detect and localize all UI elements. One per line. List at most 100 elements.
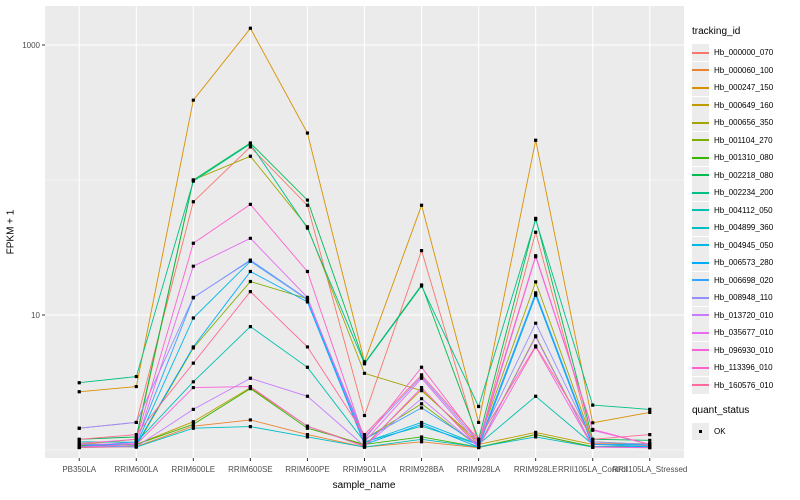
legend-entry-label: Hb_001104_270 bbox=[714, 135, 773, 145]
legend-key bbox=[692, 306, 709, 324]
data-point bbox=[248, 202, 252, 206]
legend-entry-label: Hb_004945_050 bbox=[714, 240, 774, 250]
data-point bbox=[419, 373, 424, 377]
legend-line-swatch bbox=[692, 174, 709, 177]
data-point bbox=[362, 433, 367, 437]
legend-line-swatch bbox=[692, 384, 709, 387]
legend-line-swatch bbox=[692, 86, 709, 89]
data-point bbox=[134, 384, 138, 389]
legend-key bbox=[692, 131, 709, 149]
legend-line-swatch bbox=[692, 226, 709, 229]
data-point bbox=[77, 437, 81, 441]
legend-entry-label: Hb_001310_080 bbox=[714, 153, 774, 163]
legend-line-swatch bbox=[692, 296, 709, 299]
data-point bbox=[362, 413, 367, 418]
legend-entry-Hb_008948_110: Hb_008948_110 bbox=[692, 289, 800, 307]
data-point bbox=[419, 397, 424, 401]
data-point bbox=[134, 433, 138, 437]
data-point bbox=[591, 437, 595, 441]
x-tick-label-RRIM928BA: RRIM928BA bbox=[399, 465, 444, 474]
data-point bbox=[419, 437, 424, 441]
legend-key bbox=[692, 184, 709, 202]
data-point bbox=[591, 403, 595, 407]
data-point bbox=[419, 376, 424, 380]
y-tick-label: 1000 bbox=[22, 40, 40, 50]
data-point bbox=[591, 427, 595, 432]
legend-line-swatch bbox=[692, 244, 709, 247]
data-point bbox=[305, 365, 310, 369]
legend-entry-label: Hb_004112_050 bbox=[714, 205, 773, 215]
data-point bbox=[191, 385, 195, 390]
legend-key bbox=[692, 219, 709, 237]
data-point bbox=[419, 385, 424, 390]
data-point bbox=[477, 404, 481, 409]
x-tick-label-PB350LA: PB350LA bbox=[62, 465, 97, 474]
legend-entry-label: Hb_113396_010 bbox=[714, 363, 773, 373]
data-point bbox=[305, 198, 310, 202]
legend-title-tracking-id: tracking_id bbox=[692, 26, 741, 37]
data-point bbox=[191, 179, 195, 183]
legend-entry-Hb_001104_270: Hb_001104_270 bbox=[692, 131, 800, 150]
data-point bbox=[134, 437, 138, 441]
data-point bbox=[191, 200, 195, 204]
legend-key bbox=[692, 44, 709, 62]
data-point bbox=[419, 248, 424, 253]
legend-key bbox=[692, 114, 709, 132]
legend-entry-label: Hb_000649_160 bbox=[714, 100, 774, 110]
legend-key bbox=[692, 79, 709, 97]
legend-entry-label: Hb_002234_200 bbox=[714, 188, 774, 198]
data-point bbox=[191, 361, 195, 365]
legend-entry-Hb_013720_010: Hb_013720_010 bbox=[692, 306, 800, 325]
data-point bbox=[191, 426, 195, 430]
legend-key bbox=[692, 324, 709, 342]
data-point bbox=[477, 445, 481, 449]
legend-key bbox=[692, 166, 709, 184]
data-point bbox=[534, 280, 538, 284]
data-point bbox=[591, 442, 595, 447]
data-point bbox=[362, 440, 367, 444]
x-tick-label-RRII105LA_Control: RRII105LA_Control bbox=[558, 465, 628, 474]
data-point bbox=[648, 410, 652, 414]
data-point bbox=[419, 365, 424, 369]
legend-line-swatch bbox=[692, 156, 709, 159]
legend-entry-Hb_004899_360: Hb_004899_360 bbox=[692, 219, 800, 237]
data-point bbox=[477, 440, 481, 444]
legend-entry-Hb_002218_080: Hb_002218_080 bbox=[692, 166, 800, 185]
legend-entry-label: OK bbox=[714, 427, 726, 437]
data-point bbox=[191, 380, 195, 384]
legend-entry-label: Hb_096930_010 bbox=[714, 345, 774, 355]
legend-line-swatch bbox=[692, 331, 709, 334]
data-point bbox=[305, 131, 310, 135]
data-point bbox=[248, 236, 252, 240]
data-point bbox=[191, 420, 195, 424]
legend-entry-label: Hb_160576_010 bbox=[714, 380, 774, 390]
legend-entry-Hb_035677_010: Hb_035677_010 bbox=[692, 324, 800, 342]
data-point bbox=[534, 344, 538, 348]
legend-key bbox=[692, 289, 709, 307]
data-point bbox=[534, 254, 538, 258]
data-point bbox=[534, 138, 538, 142]
legend-line-swatch bbox=[692, 121, 709, 124]
data-point bbox=[362, 362, 367, 366]
legend-entry-label: Hb_000060_100 bbox=[714, 65, 774, 75]
legend-key bbox=[692, 376, 709, 394]
data-point bbox=[305, 203, 310, 207]
data-point bbox=[591, 445, 595, 449]
data-point bbox=[648, 446, 652, 450]
legend-entry-Hb_004112_050: Hb_004112_050 bbox=[692, 201, 800, 220]
data-point bbox=[534, 230, 538, 234]
legend-line-swatch bbox=[692, 279, 709, 282]
data-point bbox=[77, 390, 81, 394]
data-point bbox=[419, 406, 424, 410]
data-point bbox=[134, 442, 138, 447]
data-point bbox=[77, 381, 81, 385]
legend-line-swatch bbox=[692, 139, 709, 142]
data-point bbox=[191, 98, 195, 102]
x-tick-label-RRIM600SE: RRIM600SE bbox=[228, 465, 273, 474]
data-point bbox=[362, 444, 367, 449]
legend-key bbox=[692, 254, 709, 272]
data-point bbox=[591, 440, 595, 444]
data-point bbox=[305, 226, 310, 230]
x-tick-label-RRIM600PE: RRIM600PE bbox=[285, 465, 330, 474]
data-point bbox=[191, 422, 195, 426]
